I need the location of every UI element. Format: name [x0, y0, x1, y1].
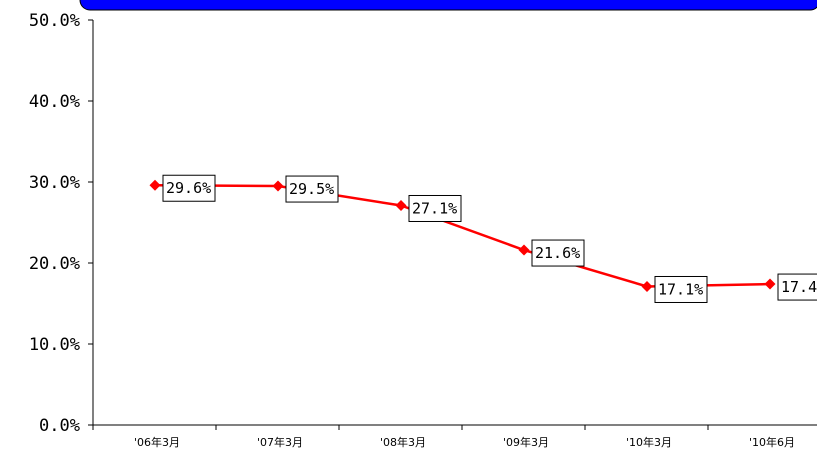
- y-tick-label: 40.0%: [29, 92, 80, 112]
- data-label-box: [408, 194, 462, 222]
- x-axis-ticks: '06年3月 '07年3月 '08年3月 '09年3月 '10年3月 '10年6月: [92, 425, 795, 449]
- y-tick-label: 10.0%: [29, 335, 80, 355]
- data-point: [149, 179, 161, 191]
- x-tick-label: '10年6月: [749, 435, 795, 449]
- data-point: [395, 199, 407, 211]
- data-labels: 29.6% 29.5% 27.1% 21.6% 17.1% 17.4: [162, 174, 817, 303]
- data-point: [272, 180, 284, 192]
- data-point: [641, 280, 653, 292]
- data-point: [764, 278, 776, 290]
- x-tick-label: '06年3月: [134, 435, 180, 449]
- y-tick-label: 50.0%: [29, 11, 80, 31]
- data-label-box: [531, 239, 585, 267]
- data-label: 29.6%: [166, 179, 211, 197]
- x-tick-label: '10年3月: [626, 435, 672, 449]
- data-label-box: [285, 175, 339, 203]
- x-tick-label: '08年3月: [380, 435, 426, 449]
- data-label: 17.4: [781, 278, 817, 296]
- data-label: 21.6%: [535, 244, 580, 262]
- y-tick-label: 30.0%: [29, 173, 80, 193]
- axes: [92, 20, 817, 426]
- series-line: [154, 183, 771, 288]
- data-label: 29.5%: [289, 180, 334, 198]
- y-tick-label: 20.0%: [29, 254, 80, 274]
- x-tick-label: '09年3月: [503, 435, 549, 449]
- series-group: [149, 179, 776, 292]
- data-label: 27.1%: [412, 199, 457, 217]
- y-axis-ticks: 0.0% 10.0% 20.0% 30.0% 40.0% 50.0%: [29, 11, 93, 436]
- data-label-box: [777, 273, 817, 301]
- header-bar: [79, 0, 817, 11]
- x-tick-label: '07年3月: [257, 435, 303, 449]
- y-tick-label: 0.0%: [39, 416, 80, 436]
- data-point: [518, 244, 530, 256]
- data-label: 17.1%: [658, 280, 703, 298]
- data-label-box: [162, 174, 216, 202]
- data-label-box: [654, 275, 708, 303]
